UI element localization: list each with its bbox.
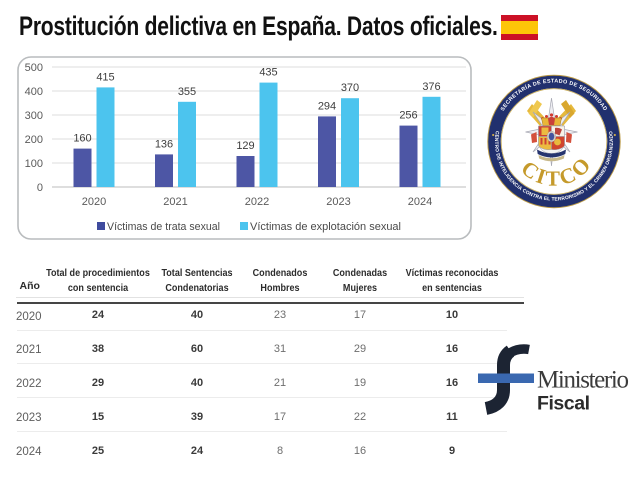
svg-text:2020: 2020 <box>82 196 106 208</box>
svg-text:300: 300 <box>25 110 43 122</box>
svg-text:Fiscal: Fiscal <box>537 393 590 415</box>
svg-text:256: 256 <box>399 110 417 122</box>
svg-text:400: 400 <box>25 86 43 98</box>
svg-text:Ministerio: Ministerio <box>537 367 629 394</box>
svg-text:129: 129 <box>236 140 254 152</box>
svg-text:500: 500 <box>25 62 43 74</box>
svg-text:370: 370 <box>341 82 359 94</box>
svg-text:100: 100 <box>25 158 43 170</box>
svg-text:294: 294 <box>318 100 336 112</box>
svg-text:Víctimas de explotación sexual: Víctimas de explotación sexual <box>250 221 401 233</box>
svg-text:2022: 2022 <box>245 196 269 208</box>
svg-text:2021: 2021 <box>163 196 187 208</box>
svg-text:415: 415 <box>96 71 114 83</box>
svg-text:2024: 2024 <box>408 196 432 208</box>
svg-text:376: 376 <box>422 81 440 93</box>
svg-text:136: 136 <box>155 138 173 150</box>
svg-text:355: 355 <box>178 86 196 98</box>
svg-text:160: 160 <box>73 133 91 145</box>
svg-text:0: 0 <box>37 182 43 194</box>
svg-text:435: 435 <box>259 67 277 79</box>
svg-text:Víctimas de trata sexual: Víctimas de trata sexual <box>107 221 220 233</box>
svg-text:2023: 2023 <box>326 196 350 208</box>
svg-text:200: 200 <box>25 134 43 146</box>
